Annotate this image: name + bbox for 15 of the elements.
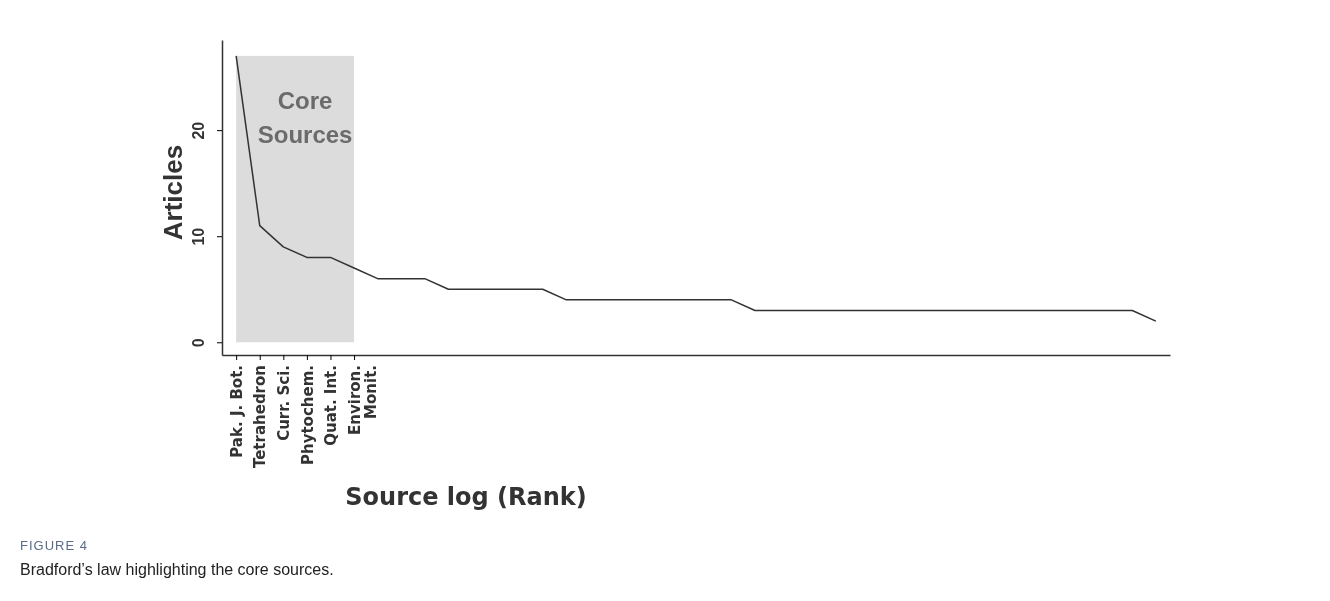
- x-tick-label: Quat. Int.: [322, 365, 341, 446]
- y-tick-label: 10: [190, 227, 207, 246]
- x-tick-label: Phytochem.: [298, 365, 317, 465]
- line-series: [235, 55, 1157, 322]
- caption: FIGURE 4: [20, 538, 88, 553]
- y-tick-label: 0: [190, 338, 207, 348]
- text: Bradford’s law highlighting the core sources.: [20, 561, 334, 578]
- x-tick-label: Tetrahedron: [251, 365, 270, 469]
- band-label: Core Sources: [257, 86, 353, 148]
- x-tick-label: Environ. Monit.: [345, 365, 381, 435]
- x-tick-label: Pak. J. Bot.: [227, 365, 246, 458]
- x-axis-title: Source log (Rank): [345, 483, 587, 511]
- y-axis-title: Articles: [158, 144, 188, 241]
- y-tick-label: 20: [190, 121, 207, 140]
- x-tick-label: Curr. Sci.: [275, 365, 294, 441]
